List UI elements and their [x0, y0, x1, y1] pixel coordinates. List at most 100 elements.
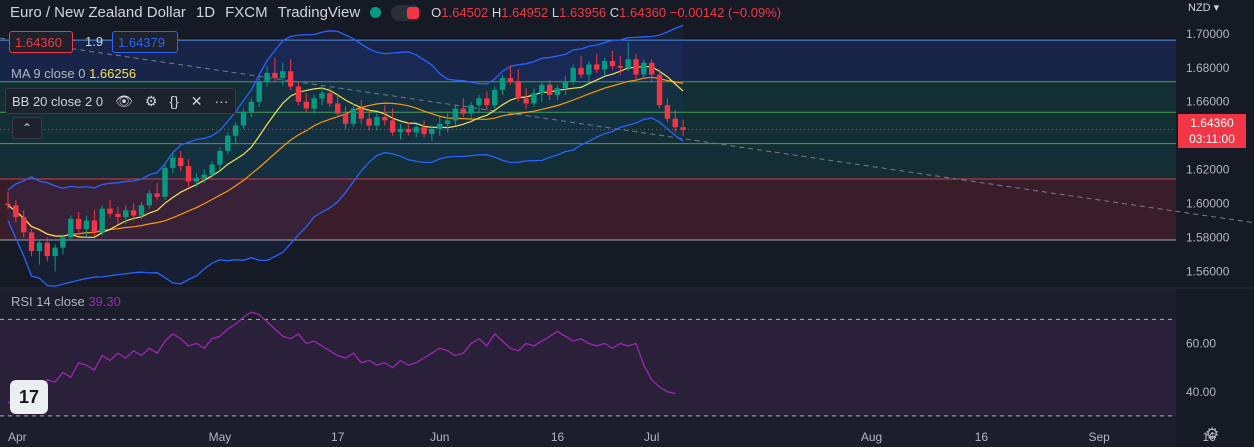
- candle-body: [99, 208, 105, 233]
- candle: [680, 119, 686, 136]
- candle-body: [484, 98, 490, 106]
- candle-body: [52, 247, 58, 257]
- candle-body: [13, 205, 19, 218]
- chevron-up-icon[interactable]: ⌃: [12, 117, 42, 139]
- candle: [335, 94, 341, 118]
- candle-body: [319, 93, 325, 99]
- spread-value: 1.9: [85, 34, 104, 49]
- candle: [319, 86, 325, 106]
- candle: [546, 79, 553, 101]
- buy-price-button[interactable]: 1.64379: [112, 31, 178, 53]
- candle-body: [452, 108, 459, 121]
- time-tick-label: May: [209, 430, 232, 444]
- candle: [115, 206, 121, 224]
- price-tick-label: 1.68000: [1186, 61, 1230, 75]
- visibility-toggle[interactable]: [391, 4, 422, 21]
- eye-icon[interactable]: 👁: [115, 92, 133, 109]
- candle: [444, 113, 451, 133]
- candle: [389, 108, 396, 136]
- candle: [468, 101, 474, 119]
- candle: [350, 103, 357, 128]
- zone-2: [0, 178, 1176, 241]
- candle: [649, 59, 655, 82]
- candle-body: [625, 59, 631, 68]
- candle-body: [68, 218, 74, 238]
- bb-fill: [8, 25, 684, 287]
- candle-body: [303, 101, 309, 109]
- close-icon[interactable]: ✕: [190, 92, 203, 109]
- candle: [578, 55, 584, 78]
- candle-body: [680, 127, 686, 130]
- price-tick-label: 1.60000: [1186, 197, 1230, 211]
- source-label: TradingView: [277, 4, 361, 21]
- candle-body: [429, 128, 435, 134]
- time-tick-label: 16: [551, 430, 565, 444]
- interval-label[interactable]: 1D: [195, 4, 216, 21]
- candle-body: [405, 128, 412, 133]
- candle: [397, 123, 404, 140]
- price-tick-label: 1.66000: [1186, 95, 1230, 109]
- chart-header: Euro / New Zealand Dollar 1D FXCM Tradin…: [10, 4, 781, 21]
- candle-body: [185, 166, 192, 182]
- candle-body: [389, 120, 396, 133]
- candle-body: [672, 118, 678, 128]
- candle-body: [154, 193, 160, 197]
- candle-body: [193, 178, 200, 182]
- more-icon[interactable]: ···: [214, 93, 229, 109]
- candle-body: [44, 242, 50, 257]
- candle: [641, 59, 647, 78]
- candle: [382, 105, 388, 126]
- candle: [193, 173, 200, 187]
- candle: [146, 189, 152, 209]
- candle: [303, 93, 309, 112]
- candle-body: [515, 81, 521, 99]
- candle-body: [476, 98, 482, 106]
- candle-body: [264, 72, 270, 82]
- gear-icon[interactable]: ⚙: [144, 92, 158, 109]
- candle: [201, 169, 207, 184]
- candle-body: [217, 150, 223, 165]
- rsi-legend[interactable]: RSI 14 close 39.30: [11, 294, 121, 309]
- candle-body: [115, 213, 121, 218]
- candle-body: [287, 71, 294, 87]
- candle: [327, 88, 333, 107]
- candle-body: [335, 103, 341, 114]
- candle: [664, 98, 671, 123]
- candle-body: [107, 208, 113, 214]
- candle-body: [21, 217, 27, 233]
- change-value: −0.00142 (−0.09%): [669, 5, 782, 20]
- candle-body: [633, 59, 639, 75]
- candle: [625, 42, 631, 72]
- candle: [185, 159, 192, 187]
- candle: [240, 108, 247, 129]
- bb-legend[interactable]: BB 20 close 2 0 👁 ⚙ {} ✕ ···: [5, 88, 236, 114]
- candle-body: [499, 77, 506, 90]
- ma-legend[interactable]: MA 9 close 0 1.66256: [11, 66, 137, 81]
- candle-body: [146, 193, 152, 206]
- candle: [562, 76, 569, 95]
- ohlc-values: O1.64502 H1.64952 L1.63956 C1.64360 −0.0…: [431, 5, 782, 20]
- candle: [476, 94, 482, 112]
- time-tick-label: 16: [975, 430, 989, 444]
- candle: [499, 74, 506, 95]
- candle: [515, 69, 521, 102]
- candle: [170, 152, 176, 174]
- time-tick-label: Jun: [430, 430, 449, 444]
- gear-icon[interactable]: ⚙: [1205, 426, 1220, 443]
- candle-body: [554, 88, 561, 95]
- time-tick-label: 17: [331, 430, 345, 444]
- candle-body: [374, 117, 380, 126]
- symbol-title[interactable]: Euro / New Zealand Dollar: [10, 4, 186, 21]
- currency-label[interactable]: NZD ▾: [1188, 2, 1220, 14]
- tradingview-logo[interactable]: 17: [10, 380, 48, 414]
- candle: [531, 88, 537, 107]
- candle: [295, 81, 302, 106]
- candle: [523, 88, 529, 109]
- candles: [5, 42, 686, 272]
- candle: [68, 215, 74, 241]
- source-code-icon[interactable]: {}: [169, 93, 179, 109]
- price-tick-label: 1.70000: [1186, 27, 1230, 41]
- candle: [358, 100, 364, 124]
- sell-price-button[interactable]: 1.64360: [9, 31, 73, 53]
